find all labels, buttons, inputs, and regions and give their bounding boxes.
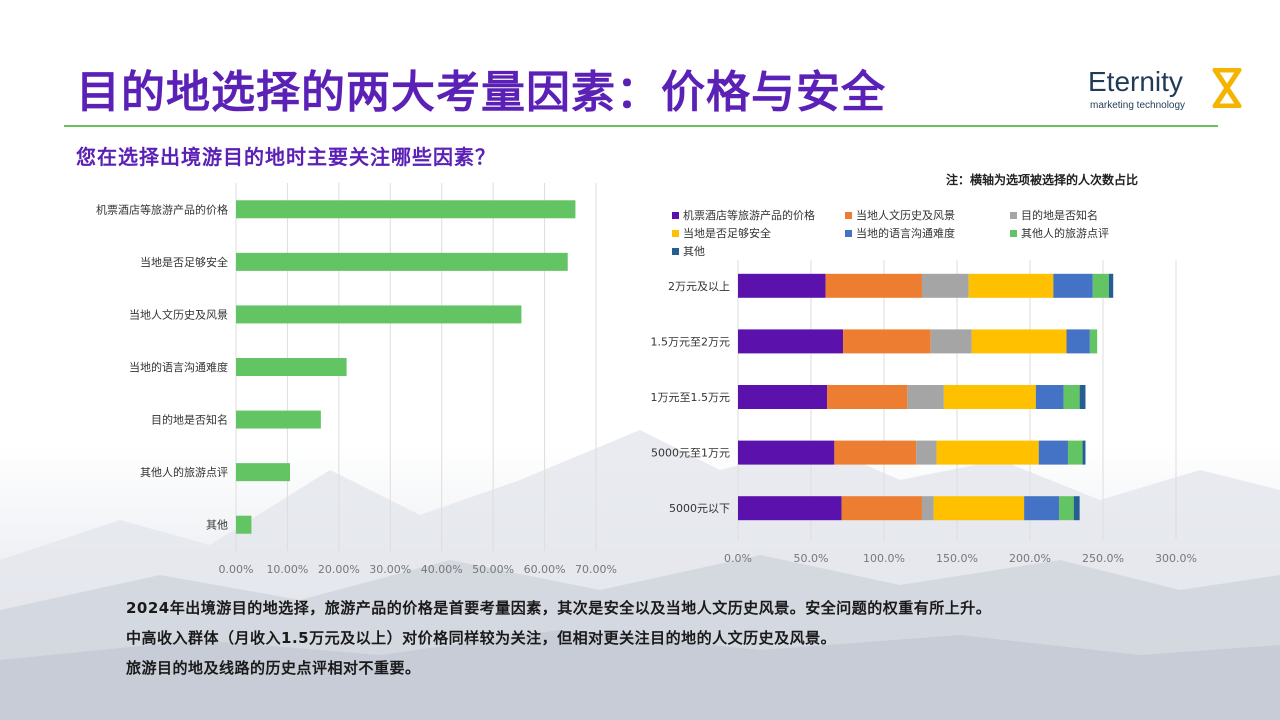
legend-label: 机票酒店等旅游产品的价格 <box>683 208 815 222</box>
stacked-bar-segment <box>841 496 922 521</box>
category-label: 机票酒店等旅游产品的价格 <box>96 202 228 216</box>
stacked-bar-segment <box>943 385 1036 409</box>
stacked-bar-segment <box>738 329 844 354</box>
stacked-bar-segment <box>930 329 972 354</box>
x-tick-label: 250.0% <box>1082 552 1124 565</box>
legend-swatch <box>1010 212 1017 219</box>
bar <box>236 463 290 482</box>
legend-label: 当地的语言沟通难度 <box>856 226 955 240</box>
bar <box>236 515 252 534</box>
logo: Eternity marketing technology <box>1088 66 1248 116</box>
legend-label: 其他 <box>683 245 705 258</box>
logo-name: Eternity <box>1088 66 1183 97</box>
stacked-bar-segment <box>834 440 917 465</box>
stacked-bar-segment <box>738 385 828 409</box>
stacked-bar-segment <box>921 496 934 521</box>
legend-label: 当地是否足够安全 <box>683 226 771 240</box>
category-label: 其他人的旅游点评 <box>140 465 228 479</box>
x-tick-label: 50.0% <box>794 552 829 565</box>
category-label: 5000元以下 <box>669 502 730 515</box>
x-tick-label: 50.00% <box>472 563 514 576</box>
stacked-bar-segment <box>843 329 931 354</box>
factor-bar-chart: 0.00% 10.00% 20.00% 30.00% 40.00% 50.00% 60.00… <box>96 183 617 576</box>
stacked-bar-segment <box>1108 273 1114 298</box>
stacked-bar-segment <box>921 273 969 298</box>
category-label: 目的地是否知名 <box>151 413 228 427</box>
bar <box>236 305 522 324</box>
legend-swatch <box>672 248 679 255</box>
x-tick-label: 300.0% <box>1155 552 1197 565</box>
bar <box>236 358 347 376</box>
legend-swatch <box>672 212 679 219</box>
x-tick-label: 200.0% <box>1009 552 1051 565</box>
bar <box>236 252 568 271</box>
category-label: 当地人文历史及风景 <box>129 307 228 321</box>
category-label: 当地的语言沟通难度 <box>129 360 228 374</box>
stacked-bar-segment <box>933 496 1025 521</box>
summary-text: 2024年出境游目的地选择，旅游产品的价格是首要考量因素，其次是安全以及当地人文… <box>126 598 991 688</box>
x-tick-label: 10.00% <box>266 563 308 576</box>
stacked-bar-segment <box>1073 496 1080 521</box>
stacked-bar-segment <box>738 440 835 465</box>
stacked-bar-segment <box>1066 329 1090 354</box>
axis-note: 注：横轴为选项被选择的人次数占比 <box>946 173 1139 187</box>
stacked-bar-segment <box>1059 496 1074 521</box>
stacked-bar-segment <box>968 273 1054 298</box>
stacked-bar-segment <box>1082 440 1086 465</box>
x-tick-label: 0.00% <box>219 563 254 576</box>
legend-label: 当地人文历史及风景 <box>856 208 955 222</box>
stacked-bar-segment <box>827 385 908 409</box>
stacked-bar-segment <box>1053 273 1093 298</box>
title-divider <box>64 125 1218 127</box>
x-tick-label: 150.0% <box>936 552 978 565</box>
x-tick-label: 30.00% <box>369 563 411 576</box>
summary-line-1: 2024年出境游目的地选择，旅游产品的价格是首要考量因素，其次是安全以及当地人文… <box>126 599 992 617</box>
stacked-bar-segment <box>1089 329 1098 354</box>
x-tick-label: 60.00% <box>524 563 566 576</box>
x-tick-label: 70.00% <box>575 563 617 576</box>
stacked-bar-segment <box>1063 385 1080 409</box>
legend-swatch <box>672 230 679 237</box>
bar <box>236 200 576 219</box>
stacked-bar-segment <box>916 440 937 465</box>
category-label: 1.5万元至2万元 <box>651 335 731 348</box>
legend-label: 其他人的旅游点评 <box>1021 226 1109 240</box>
category-label: 5000元至1万元 <box>651 447 730 460</box>
summary-line-3: 旅游目的地及线路的历史点评相对不重要。 <box>126 659 421 677</box>
x-tick-label: 20.00% <box>318 563 360 576</box>
stacked-bar-segment <box>907 385 944 409</box>
hourglass-logo-icon <box>1212 68 1242 108</box>
legend-swatch <box>845 212 852 219</box>
stacked-bar-segment <box>1067 440 1083 465</box>
bar <box>236 410 321 429</box>
page-title: 目的地选择的两大考量因素：价格与安全 <box>76 67 886 118</box>
stacked-bar-segment <box>971 329 1067 354</box>
category-label: 其他 <box>206 519 228 532</box>
stacked-bar-segment <box>1024 496 1060 521</box>
stacked-bar-segment <box>738 273 826 298</box>
category-label: 当地是否足够安全 <box>140 255 228 269</box>
summary-line-2: 中高收入群体（月收入1.5万元及以上）对价格同样较为关注，但相对更关注目的地的人… <box>126 629 837 647</box>
legend-swatch <box>1010 230 1017 237</box>
stacked-bar-segment <box>825 273 922 298</box>
stacked-bar-segment <box>936 440 1039 465</box>
stacked-bar-segment <box>1092 273 1109 298</box>
stacked-bar-segment <box>1038 440 1068 465</box>
category-label: 1万元至1.5万元 <box>651 391 731 404</box>
stacked-bar-segment <box>1079 385 1086 409</box>
category-label: 2万元及以上 <box>668 280 730 293</box>
logo-tagline: marketing technology <box>1090 100 1186 111</box>
question-subtitle: 您在选择出境游目的地时主要关注哪些因素？ <box>76 145 496 169</box>
stacked-bar-segment <box>1035 385 1064 409</box>
stacked-bar-segment <box>738 496 842 521</box>
x-tick-label: 100.0% <box>863 552 905 565</box>
legend-label: 目的地是否知名 <box>1021 208 1098 222</box>
x-tick-label: 40.00% <box>421 563 463 576</box>
x-tick-label: 0.0% <box>724 552 752 565</box>
legend-swatch <box>845 230 852 237</box>
